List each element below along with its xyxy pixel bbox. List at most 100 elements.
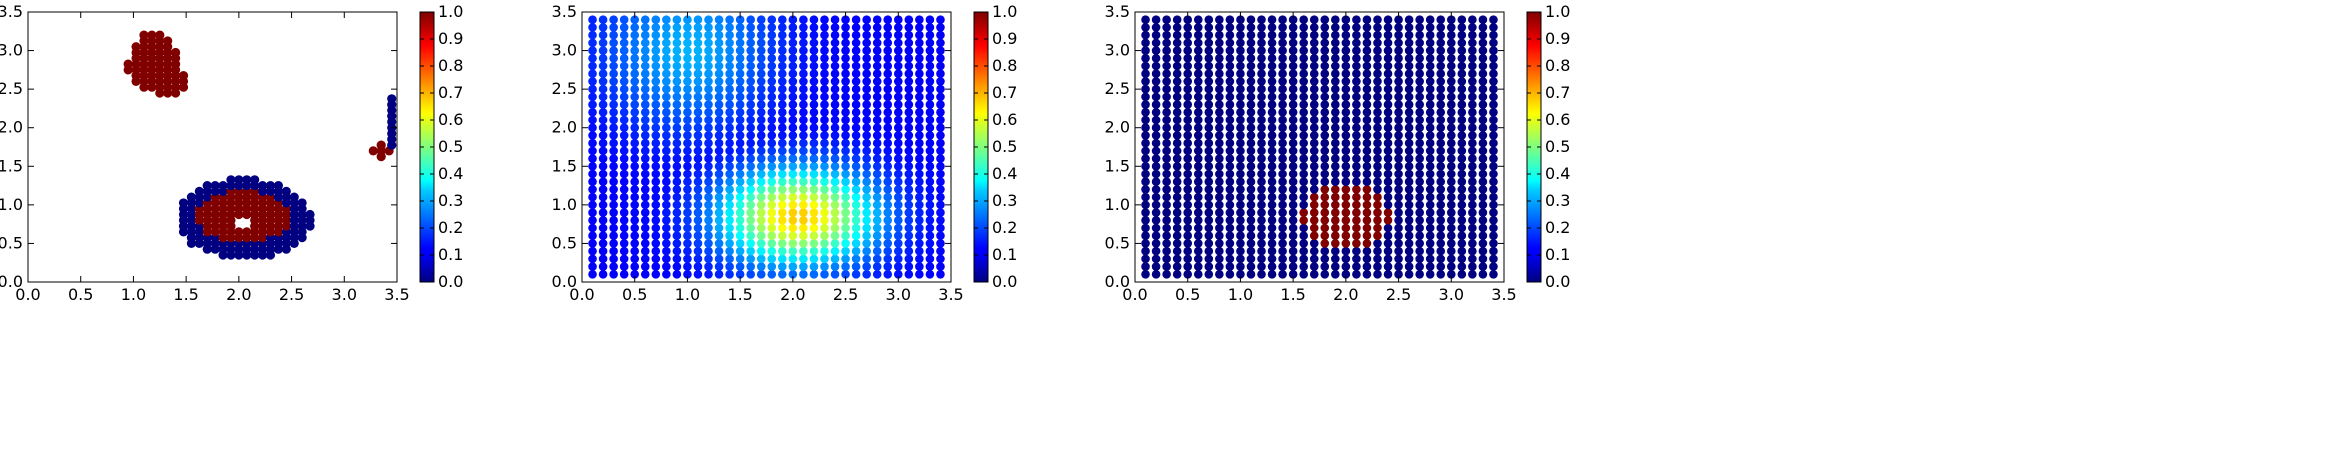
scatter-point bbox=[1215, 84, 1224, 94]
scatter-point bbox=[662, 254, 671, 264]
scatter-point bbox=[1394, 239, 1403, 248]
scatter-point bbox=[820, 138, 829, 148]
scatter-point bbox=[693, 262, 703, 271]
scatter-point bbox=[662, 185, 671, 194]
scatter-point bbox=[1404, 69, 1414, 79]
scatter-point bbox=[1404, 61, 1414, 71]
scatter-point bbox=[872, 30, 882, 40]
scatter-point bbox=[725, 146, 734, 156]
scatter-point bbox=[1320, 231, 1330, 241]
scatter-point bbox=[1215, 269, 1224, 279]
scatter-point bbox=[809, 92, 819, 102]
y-tick-label: 1.5 bbox=[552, 156, 577, 175]
scatter-point bbox=[1278, 92, 1287, 102]
scatter-point bbox=[1436, 269, 1446, 279]
scatter-point bbox=[704, 123, 713, 133]
scatter-point bbox=[725, 138, 734, 148]
scatter-point bbox=[1299, 269, 1308, 279]
scatter-point bbox=[1257, 200, 1266, 210]
scatter-point bbox=[1183, 92, 1193, 102]
scatter-point bbox=[1172, 15, 1182, 25]
scatter-point bbox=[1193, 246, 1203, 256]
scatter-point bbox=[1151, 100, 1161, 109]
scatter-point bbox=[851, 254, 861, 264]
scatter-point bbox=[1362, 254, 1372, 264]
scatter-point bbox=[767, 131, 777, 140]
scatter-point bbox=[683, 84, 692, 94]
scatter-point bbox=[1236, 138, 1245, 148]
scatter-point bbox=[1299, 154, 1308, 163]
scatter-point bbox=[1404, 223, 1414, 233]
scatter-point bbox=[778, 61, 787, 71]
x-tick-label: 1.0 bbox=[121, 285, 146, 304]
scatter-point bbox=[904, 208, 914, 217]
scatter-point bbox=[1478, 215, 1488, 225]
scatter-point bbox=[1415, 53, 1424, 63]
scatter-point bbox=[630, 169, 640, 179]
scatter-point bbox=[1425, 46, 1435, 55]
scatter-point bbox=[830, 146, 840, 156]
scatter-point bbox=[1309, 231, 1319, 241]
scatter-point bbox=[1425, 254, 1435, 264]
scatter-point bbox=[1383, 161, 1393, 171]
scatter-point bbox=[1309, 185, 1319, 194]
scatter-point bbox=[904, 246, 914, 256]
scatter-point bbox=[662, 77, 671, 86]
scatter-point bbox=[1331, 100, 1340, 109]
scatter-point bbox=[1257, 100, 1266, 109]
scatter-point bbox=[799, 77, 808, 86]
scatter-point bbox=[693, 192, 703, 202]
y-tick-label: 2.0 bbox=[0, 118, 23, 137]
scatter-point bbox=[651, 177, 661, 187]
scatter-point bbox=[1478, 246, 1488, 256]
scatter-point bbox=[925, 200, 935, 210]
scatter-point bbox=[1288, 138, 1298, 148]
scatter-point bbox=[809, 208, 819, 217]
scatter-point bbox=[1246, 46, 1256, 55]
scatter-point bbox=[1215, 115, 1224, 125]
scatter-point bbox=[1383, 92, 1393, 102]
scatter-point bbox=[1299, 254, 1308, 264]
scatter-point bbox=[662, 23, 671, 32]
scatter-point bbox=[672, 223, 682, 233]
scatter-point bbox=[830, 100, 840, 109]
scatter-point bbox=[598, 23, 608, 32]
scatter-point bbox=[714, 115, 724, 125]
scatter-point bbox=[915, 107, 924, 117]
scatter-point bbox=[640, 138, 650, 148]
scatter-point bbox=[598, 53, 608, 63]
scatter-point bbox=[1352, 107, 1361, 117]
scatter-point bbox=[1436, 92, 1446, 102]
scatter-point bbox=[1383, 38, 1393, 48]
scatter-point bbox=[851, 115, 861, 125]
scatter-point bbox=[725, 61, 734, 71]
scatter-point bbox=[1183, 123, 1193, 133]
scatter-point bbox=[851, 15, 861, 25]
scatter-point bbox=[1215, 239, 1224, 248]
scatter-point bbox=[862, 69, 871, 79]
scatter-point bbox=[862, 61, 871, 71]
scatter-point bbox=[1383, 146, 1393, 156]
scatter-point bbox=[862, 53, 871, 63]
scatter-point bbox=[1362, 53, 1372, 63]
scatter-point bbox=[1193, 177, 1203, 187]
scatter-point bbox=[1489, 146, 1498, 156]
scatter-point bbox=[651, 231, 661, 241]
scatter-point bbox=[735, 169, 745, 179]
scatter-point bbox=[683, 192, 692, 202]
scatter-point bbox=[735, 38, 745, 48]
scatter-point bbox=[778, 38, 787, 48]
scatter-point bbox=[1489, 92, 1498, 102]
scatter-point bbox=[851, 239, 861, 248]
scatter-point bbox=[1394, 100, 1403, 109]
scatter-point bbox=[756, 84, 766, 94]
scatter-point bbox=[904, 69, 914, 79]
scatter-point bbox=[872, 107, 882, 117]
scatter-point bbox=[925, 185, 935, 194]
scatter-point bbox=[609, 154, 618, 163]
scatter-point bbox=[630, 53, 640, 63]
scatter-point bbox=[1478, 131, 1488, 140]
scatter-point bbox=[925, 38, 935, 48]
scatter-point bbox=[588, 177, 597, 187]
scatter-point bbox=[683, 115, 692, 125]
